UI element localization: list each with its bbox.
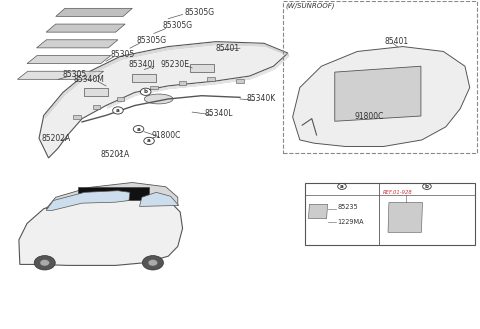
Text: 85235: 85235 xyxy=(337,204,358,211)
Text: 85305G: 85305G xyxy=(163,21,193,30)
Bar xyxy=(190,64,214,72)
Text: 85401: 85401 xyxy=(216,44,240,53)
Bar xyxy=(78,188,149,200)
Bar xyxy=(73,115,81,119)
Polygon shape xyxy=(17,71,104,79)
Polygon shape xyxy=(46,183,178,209)
Text: a: a xyxy=(340,184,344,189)
Text: 85401: 85401 xyxy=(385,37,409,46)
Text: 91800C: 91800C xyxy=(151,131,180,140)
Bar xyxy=(236,79,244,83)
Circle shape xyxy=(113,107,123,114)
Text: b: b xyxy=(425,184,429,189)
Text: 85201A: 85201A xyxy=(101,150,130,159)
Ellipse shape xyxy=(144,94,173,104)
Bar xyxy=(305,183,475,245)
Circle shape xyxy=(143,256,163,270)
Circle shape xyxy=(422,184,431,190)
Text: 85340J: 85340J xyxy=(129,60,155,69)
Polygon shape xyxy=(56,8,132,16)
Text: a: a xyxy=(147,139,151,143)
Circle shape xyxy=(144,137,155,144)
Circle shape xyxy=(133,126,144,133)
Polygon shape xyxy=(293,47,470,146)
Circle shape xyxy=(338,184,346,190)
Text: 85340M: 85340M xyxy=(74,75,105,84)
Text: 85305: 85305 xyxy=(63,70,87,79)
Bar xyxy=(132,74,156,82)
Circle shape xyxy=(34,256,55,270)
Polygon shape xyxy=(36,40,118,48)
Polygon shape xyxy=(19,194,182,266)
Bar xyxy=(207,77,215,81)
Text: 85340K: 85340K xyxy=(247,94,276,104)
Polygon shape xyxy=(309,204,327,219)
Polygon shape xyxy=(39,42,288,158)
Polygon shape xyxy=(388,202,422,232)
Text: REF.01-928: REF.01-928 xyxy=(383,190,413,195)
Polygon shape xyxy=(27,56,111,63)
Text: a: a xyxy=(116,108,120,113)
Text: 85305G: 85305G xyxy=(184,8,215,17)
Circle shape xyxy=(148,260,157,266)
Bar xyxy=(179,81,186,85)
Polygon shape xyxy=(46,191,130,210)
Bar xyxy=(283,1,477,153)
Text: 95230E: 95230E xyxy=(161,60,190,69)
Polygon shape xyxy=(335,66,421,121)
Bar xyxy=(84,89,108,96)
Bar xyxy=(150,86,157,89)
Text: (W/SUNROOF): (W/SUNROOF) xyxy=(286,2,335,9)
Bar xyxy=(117,97,124,101)
Polygon shape xyxy=(46,24,125,32)
Polygon shape xyxy=(140,192,179,206)
Text: 85305G: 85305G xyxy=(136,36,167,44)
Text: 85202A: 85202A xyxy=(41,135,71,143)
Text: 1229MA: 1229MA xyxy=(337,219,364,225)
Circle shape xyxy=(141,88,151,95)
Text: a: a xyxy=(137,127,141,132)
Text: 85340L: 85340L xyxy=(204,109,233,118)
Circle shape xyxy=(40,260,49,266)
Text: b: b xyxy=(144,89,148,94)
Text: 85305: 85305 xyxy=(110,50,135,59)
Bar xyxy=(93,105,100,109)
Text: 91800C: 91800C xyxy=(355,113,384,121)
